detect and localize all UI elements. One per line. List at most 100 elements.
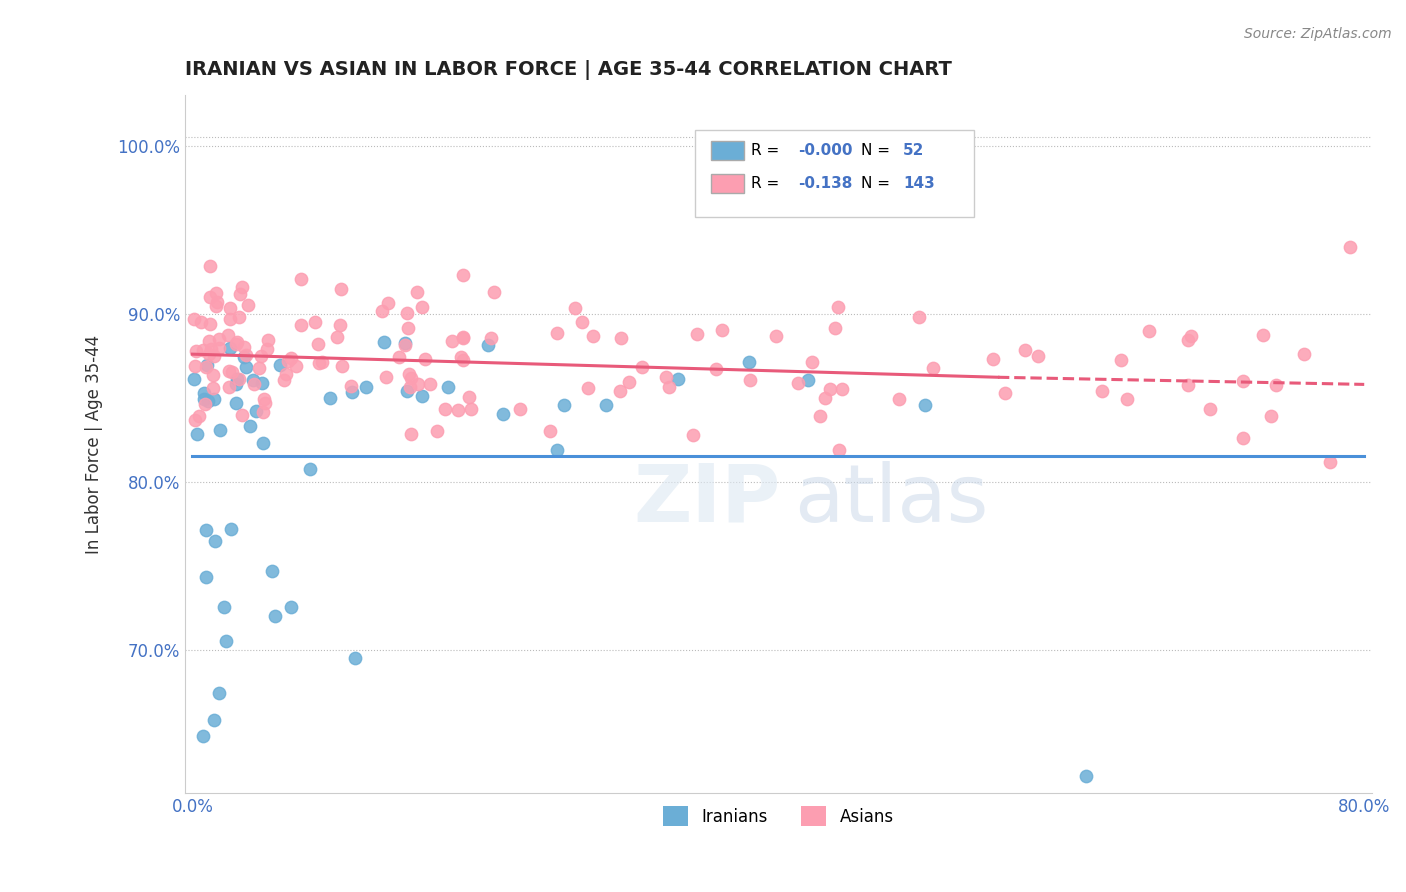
- Point: [218, 301, 240, 316]
- Point: [225, 396, 247, 410]
- Point: [828, 442, 851, 457]
- Point: [377, 295, 399, 310]
- Point: [280, 599, 302, 614]
- Point: [195, 359, 218, 374]
- Point: [994, 386, 1017, 401]
- Legend: Iranians, Asians: Iranians, Asians: [657, 799, 900, 833]
- Point: [193, 386, 215, 401]
- Point: [194, 570, 217, 584]
- Point: [1137, 324, 1160, 338]
- Text: -0.138: -0.138: [799, 176, 853, 191]
- Point: [190, 315, 212, 329]
- Point: [235, 348, 257, 362]
- Text: -0.000: -0.000: [799, 143, 853, 158]
- Point: [219, 342, 242, 356]
- Point: [183, 372, 205, 386]
- Point: [311, 355, 333, 369]
- Point: [195, 358, 218, 372]
- Point: [202, 392, 225, 406]
- Point: [273, 372, 295, 386]
- Point: [188, 409, 211, 423]
- Text: 52: 52: [903, 143, 924, 158]
- Point: [908, 310, 931, 324]
- Point: [1260, 409, 1282, 424]
- Point: [447, 402, 470, 417]
- Point: [814, 391, 837, 405]
- Point: [824, 321, 846, 335]
- Point: [401, 371, 423, 385]
- Point: [419, 377, 441, 392]
- Point: [398, 367, 420, 381]
- Point: [225, 336, 247, 351]
- Point: [827, 300, 849, 314]
- Point: [1198, 401, 1220, 416]
- Bar: [710, 174, 744, 193]
- Point: [477, 337, 499, 351]
- Text: ZIP: ZIP: [634, 461, 780, 539]
- Point: [308, 355, 330, 369]
- Point: [215, 633, 238, 648]
- Point: [451, 352, 474, 367]
- Point: [609, 384, 631, 399]
- Point: [256, 342, 278, 356]
- Point: [191, 729, 214, 743]
- Point: [299, 461, 322, 475]
- Point: [232, 340, 254, 354]
- Point: [208, 686, 231, 700]
- Point: [1292, 347, 1315, 361]
- Text: R =: R =: [751, 176, 785, 191]
- Text: atlas: atlas: [794, 461, 988, 539]
- Point: [411, 300, 433, 314]
- Point: [218, 363, 240, 377]
- Text: Source: ZipAtlas.com: Source: ZipAtlas.com: [1244, 27, 1392, 41]
- Point: [329, 282, 352, 296]
- Point: [801, 355, 824, 369]
- Point: [274, 367, 297, 381]
- Point: [330, 359, 353, 373]
- Point: [706, 361, 728, 376]
- Point: [197, 347, 219, 361]
- Point: [307, 337, 329, 351]
- Point: [406, 376, 429, 391]
- Point: [252, 392, 274, 406]
- Point: [441, 334, 464, 349]
- Point: [564, 301, 586, 315]
- Point: [219, 523, 242, 537]
- Point: [571, 315, 593, 329]
- Point: [205, 286, 228, 301]
- Point: [453, 268, 475, 282]
- Point: [228, 310, 250, 324]
- Point: [184, 413, 207, 427]
- Point: [388, 351, 411, 365]
- Point: [212, 600, 235, 615]
- Point: [1116, 392, 1139, 406]
- Point: [354, 380, 377, 394]
- Point: [191, 343, 214, 357]
- Point: [202, 713, 225, 727]
- Bar: [710, 141, 744, 161]
- Point: [619, 375, 641, 389]
- Point: [219, 311, 242, 326]
- Point: [225, 377, 247, 392]
- Point: [426, 425, 449, 439]
- Point: [394, 335, 416, 350]
- Point: [922, 360, 945, 375]
- Point: [235, 360, 257, 375]
- Point: [546, 326, 568, 340]
- Text: N =: N =: [862, 143, 896, 158]
- Point: [682, 427, 704, 442]
- Point: [460, 402, 482, 417]
- Point: [610, 331, 633, 345]
- Point: [329, 318, 352, 332]
- Point: [245, 404, 267, 418]
- Point: [239, 418, 262, 433]
- Point: [183, 312, 205, 326]
- Point: [450, 350, 472, 364]
- Point: [198, 334, 221, 348]
- Point: [197, 394, 219, 409]
- Point: [201, 381, 224, 395]
- Text: 143: 143: [903, 176, 935, 191]
- Point: [538, 424, 561, 438]
- Point: [396, 321, 419, 335]
- FancyBboxPatch shape: [695, 130, 974, 218]
